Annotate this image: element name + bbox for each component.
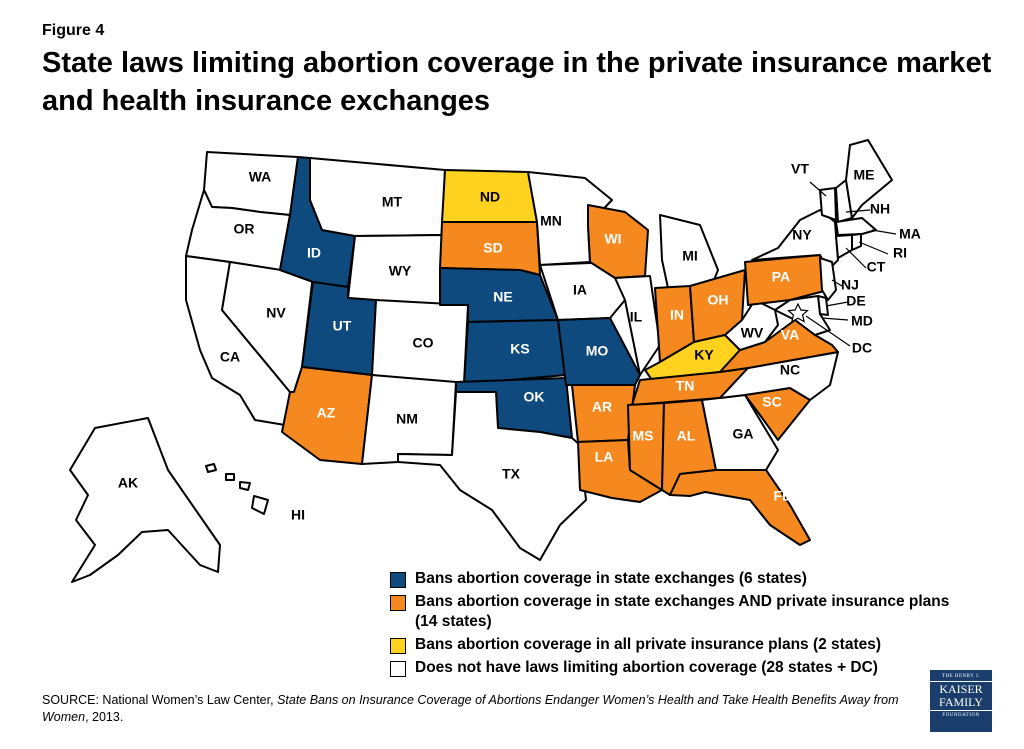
state-label-IL: IL [630,309,643,325]
state-AK [69,417,221,583]
legend-swatch [390,595,406,611]
state-label-IN: IN [670,307,684,323]
state-label-DC: DC [852,340,872,356]
legend-label: Bans abortion coverage in all private in… [415,636,882,653]
state-label-OH: OH [708,292,729,308]
state-label-UT: UT [333,318,352,334]
state-label-MA: MA [899,226,921,242]
legend-swatch [390,572,406,588]
state-label-NJ: NJ [841,277,859,293]
state-label-NH: NH [870,201,890,217]
state-VT [819,187,837,221]
state-label-CT: CT [867,259,886,275]
state-label-SD: SD [483,240,502,256]
state-label-MN: MN [540,213,562,229]
state-MT [309,157,446,237]
legend-item-exchanges-and-private: Bans abortion coverage in state exchange… [390,592,950,632]
legend-item-all-private: Bans abortion coverage in all private in… [390,635,950,655]
state-label-AZ: AZ [317,405,336,421]
state-HI [205,463,269,515]
legend-item-none: Does not have laws limiting abortion cov… [390,658,950,678]
source-title: State Bans on Insurance Coverage of Abor… [42,693,899,724]
state-NJ [819,257,837,301]
map-title: State laws limiting abortion coverage in… [42,47,992,117]
state-label-KY: KY [694,347,714,363]
state-label-DE: DE [846,293,865,309]
state-label-AL: AL [677,428,696,444]
state-label-ND: ND [480,189,500,205]
legend-label: Bans abortion coverage in state exchange… [415,593,950,630]
state-label-NE: NE [493,289,512,305]
state-RI [851,233,862,251]
state-label-MD: MD [851,313,873,329]
legend-swatch [390,661,406,677]
state-MO [557,317,641,386]
state-label-ME: ME [854,167,875,183]
logo-line: KAISER [939,682,983,696]
state-labels: WA OR CA NV ID MT WY UT AZ CO NM ND SD NE KS OK TX MN IA MO… [118,161,921,523]
legend-item-exchanges: Bans abortion coverage in state exchange… [390,569,950,589]
state-label-FL: FL [773,488,791,504]
state-MA [835,217,877,236]
state-label-NM: NM [396,411,418,427]
kff-logo: THE HENRY J. KAISER FAMILY FOUNDATION [930,670,992,732]
state-label-MO: MO [586,343,609,359]
state-label-GA: GA [733,426,754,442]
state-label-AK: AK [118,475,138,491]
state-label-IA: IA [573,282,587,298]
logo-line: FAMILY [939,695,983,709]
state-label-PA: PA [772,269,790,285]
state-label-CA: CA [220,349,240,365]
source-note: SOURCE: National Women’s Law Center, Sta… [42,692,902,726]
state-label-TX: TX [502,466,521,482]
logo-line: FOUNDATION [942,713,980,718]
state-WV [724,299,779,351]
state-label-MT: MT [382,194,403,210]
state-label-LA: LA [595,449,614,465]
state-label-MI: MI [682,248,698,264]
state-label-RI: RI [893,245,907,261]
state-label-VT: VT [791,161,809,177]
state-label-TN: TN [676,378,695,394]
figure-label: Figure 4 [42,22,105,39]
state-label-NY: NY [792,227,812,243]
legend-swatch [390,638,406,654]
legend-label: Bans abortion coverage in state exchange… [415,570,807,587]
state-CT [835,234,853,259]
state-label-NC: NC [780,362,800,378]
state-label-OK: OK [524,389,545,405]
source-suffix: , 2013. [85,710,124,724]
state-NC [719,351,839,401]
state-IL [614,275,661,376]
state-label-CO: CO [413,335,434,351]
state-label-HI: HI [291,507,305,523]
state-label-OR: OR [234,221,255,237]
legend-label: Does not have laws limiting abortion cov… [415,659,878,676]
state-TX [397,391,587,561]
legend: Bans abortion coverage in state exchange… [390,569,950,681]
dc-star-icon [787,302,809,323]
logo-line: THE HENRY J. [941,674,981,679]
state-FL [669,469,811,546]
state-label-WY: WY [389,263,412,279]
state-label-MS: MS [633,428,654,444]
state-label-VA: VA [781,327,799,343]
source-prefix: SOURCE: National Women’s Law Center, [42,693,278,707]
state-label-KS: KS [510,341,529,357]
state-label-AR: AR [592,399,612,415]
state-ME [845,139,893,219]
state-label-WA: WA [249,169,272,185]
state-label-SC: SC [762,394,781,410]
state-label-WI: WI [604,231,621,247]
logo-line: KAISER FAMILY [930,681,992,711]
state-label-NV: NV [266,305,286,321]
state-label-ID: ID [307,245,321,261]
state-label-WV: WV [741,325,764,341]
leader-lines [805,181,897,347]
